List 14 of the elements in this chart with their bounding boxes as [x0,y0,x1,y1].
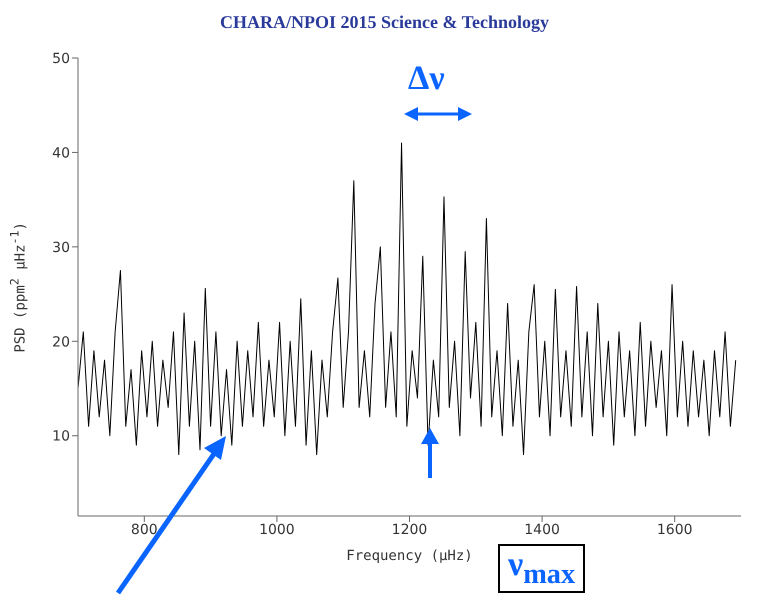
x-tick-label: 1000 [259,522,295,538]
annotation: Δν [408,60,445,98]
x-tick-label: 1400 [524,522,560,538]
chart-title: CHARA/NPOI 2015 Science & Technology [218,12,550,33]
text: ν$_{max}$ [498,544,586,593]
x-tick-label: 1200 [392,522,428,538]
x-tick-label: 1600 [656,522,693,538]
y-tick-label: 10 [52,428,70,445]
y-tick-label: 30 [52,240,70,256]
y-tick-label: 40 [52,145,70,162]
x-tick-label: 800 [130,522,158,538]
y-tick-label: 20 [52,334,70,350]
y-tick-label: 50 [52,50,70,67]
x-axis-title: Frequency (μHz) [346,548,473,564]
